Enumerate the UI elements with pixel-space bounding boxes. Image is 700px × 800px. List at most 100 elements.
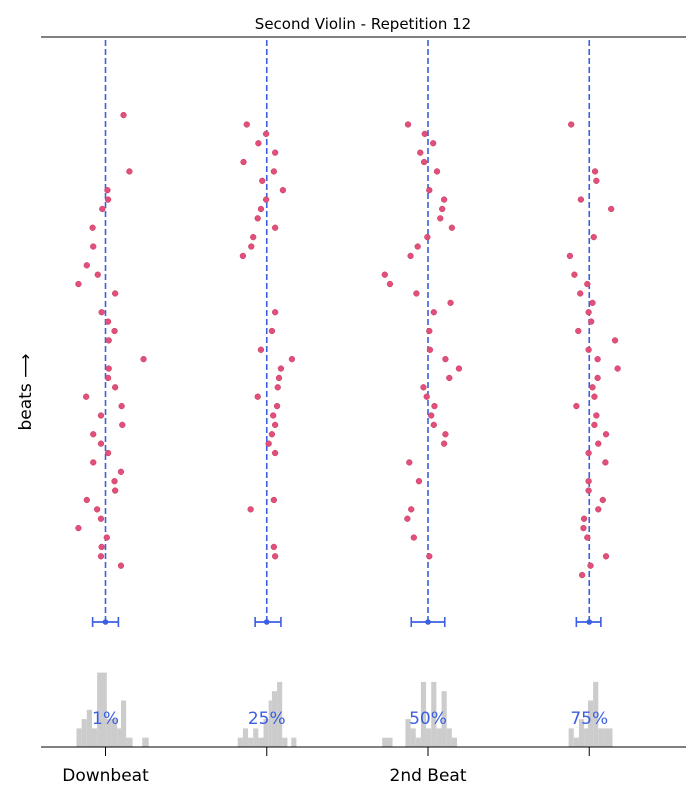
x-ticks: Downbeat 2nd Beat bbox=[62, 747, 590, 786]
onset-point bbox=[585, 449, 592, 457]
histogram-bar bbox=[91, 728, 98, 747]
groups-layer: 1% 25% 50% 75% bbox=[75, 40, 621, 747]
histogram-bar bbox=[573, 737, 579, 747]
histogram-bar bbox=[97, 672, 107, 747]
onset-point bbox=[428, 412, 435, 419]
histogram-bar bbox=[76, 728, 82, 747]
onset-point bbox=[417, 149, 424, 156]
onset-point bbox=[430, 140, 437, 147]
onset-point bbox=[408, 506, 415, 513]
onset-point bbox=[571, 271, 578, 278]
onset-point bbox=[97, 553, 105, 560]
onset-point bbox=[580, 524, 587, 532]
onset-point bbox=[611, 337, 619, 344]
onset-point bbox=[112, 384, 119, 391]
onset-point bbox=[591, 421, 598, 429]
onset-point bbox=[587, 562, 594, 569]
onset-point bbox=[594, 374, 601, 382]
histogram-bar bbox=[451, 737, 458, 747]
onset-point bbox=[585, 346, 592, 353]
histogram-bar bbox=[420, 681, 427, 747]
onset-point bbox=[440, 440, 448, 447]
onset-point bbox=[591, 393, 598, 400]
onset-point bbox=[254, 393, 261, 400]
beat-group: 50% bbox=[381, 40, 463, 747]
onset-point bbox=[255, 140, 262, 147]
onset-point bbox=[415, 478, 423, 485]
histogram-bar bbox=[277, 681, 283, 747]
onset-point bbox=[271, 553, 279, 560]
onset-point bbox=[442, 356, 449, 363]
onset-point bbox=[97, 515, 105, 522]
onset-point bbox=[90, 431, 97, 438]
onset-point bbox=[575, 327, 582, 335]
beat-group: 25% bbox=[237, 40, 297, 747]
onset-point bbox=[426, 553, 433, 560]
histogram-bar bbox=[436, 728, 442, 747]
onset-point bbox=[410, 534, 417, 541]
onset-point bbox=[588, 318, 595, 325]
x-tick-label: Downbeat bbox=[62, 766, 149, 786]
onset-point bbox=[439, 205, 446, 213]
onset-point bbox=[112, 290, 119, 297]
histogram-bar bbox=[446, 728, 452, 747]
onset-point bbox=[589, 299, 596, 306]
onset-point bbox=[577, 196, 585, 203]
onset-point bbox=[117, 562, 125, 569]
onset-point bbox=[268, 431, 276, 438]
onset-point bbox=[447, 299, 454, 306]
histogram-bar bbox=[431, 681, 437, 747]
chart-title: Second Violin - Repetition 12 bbox=[255, 15, 471, 33]
histogram-bar bbox=[263, 719, 269, 747]
histogram-bar bbox=[142, 737, 149, 747]
onset-point bbox=[584, 534, 591, 541]
ci-center bbox=[425, 619, 431, 625]
onset-point bbox=[98, 309, 105, 316]
ci-center bbox=[263, 619, 270, 625]
onset-point bbox=[117, 468, 125, 475]
onset-point bbox=[104, 318, 112, 325]
onset-point bbox=[584, 280, 591, 288]
histogram-bar bbox=[405, 719, 411, 747]
histogram-bar bbox=[120, 700, 127, 747]
onset-point bbox=[270, 496, 278, 504]
onset-point bbox=[105, 365, 112, 372]
onset-point bbox=[111, 327, 118, 335]
percent-label: 1% bbox=[92, 709, 119, 729]
onset-point bbox=[381, 271, 388, 278]
onset-point bbox=[265, 440, 272, 447]
beat-group: 1% bbox=[75, 40, 149, 747]
histogram-bar bbox=[587, 700, 594, 747]
onset-point bbox=[431, 402, 438, 410]
onset-point bbox=[105, 337, 112, 344]
onset-point bbox=[446, 374, 453, 382]
onset-point bbox=[243, 121, 250, 128]
onset-point bbox=[589, 384, 596, 391]
onset-point bbox=[426, 346, 434, 353]
onset-point bbox=[98, 543, 105, 551]
onset-point bbox=[448, 224, 456, 231]
histogram-bar bbox=[441, 691, 447, 747]
histogram-bar bbox=[106, 719, 112, 747]
ci-center bbox=[102, 619, 109, 625]
onset-point bbox=[97, 412, 105, 419]
onset-point bbox=[262, 196, 270, 203]
onset-point bbox=[585, 478, 592, 485]
onset-point bbox=[93, 506, 101, 513]
histogram-bar bbox=[598, 728, 604, 747]
histogram-bar bbox=[86, 709, 92, 747]
histogram-bar bbox=[242, 728, 249, 747]
onset-point bbox=[426, 327, 433, 335]
onset-point bbox=[568, 121, 575, 128]
onset-point bbox=[90, 243, 97, 250]
onset-point bbox=[414, 243, 421, 250]
percent-label: 75% bbox=[570, 709, 608, 729]
histogram-bar bbox=[271, 691, 278, 747]
onset-point bbox=[271, 309, 279, 316]
onset-point bbox=[270, 543, 278, 551]
onset-point bbox=[126, 168, 133, 175]
x-tick-label: 2nd Beat bbox=[390, 766, 467, 786]
onset-point bbox=[271, 421, 279, 429]
onset-point bbox=[254, 215, 261, 222]
onset-point bbox=[442, 431, 449, 438]
